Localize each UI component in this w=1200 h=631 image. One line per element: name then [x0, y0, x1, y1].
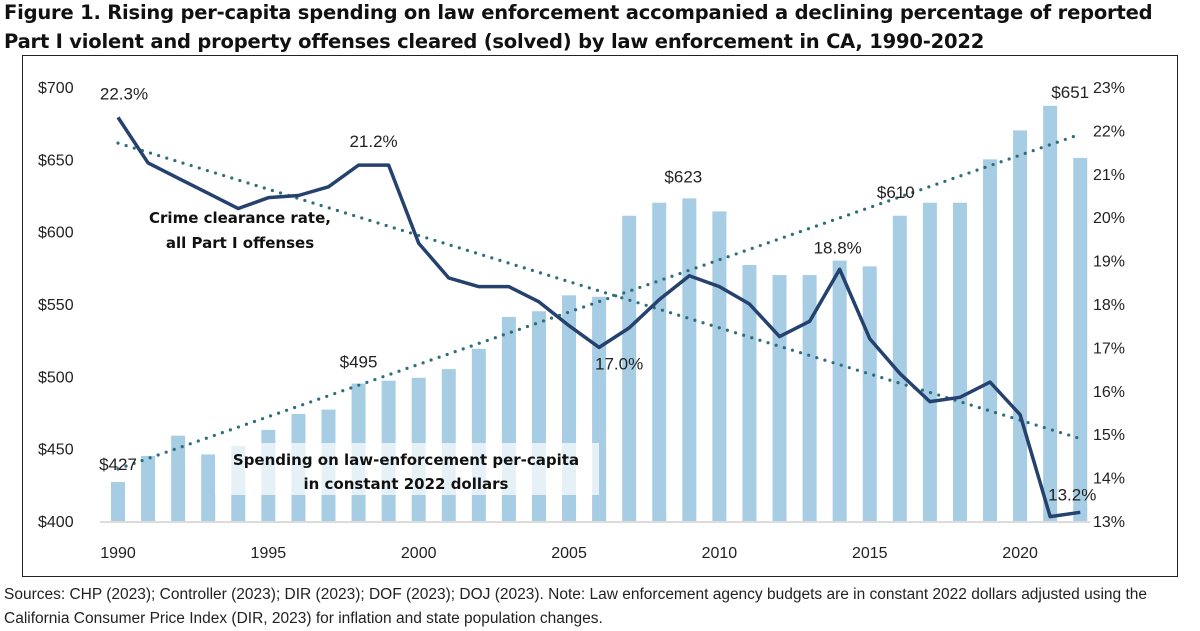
bar-2008 — [652, 202, 667, 521]
data-label-1990: 22.3% — [100, 84, 148, 103]
data-label-1990: $427 — [99, 455, 137, 474]
bar-2021 — [1043, 105, 1058, 521]
line-annotation-2: all Part I offenses — [166, 234, 314, 252]
bar-2012 — [772, 275, 787, 521]
x-tick-label: 1995 — [251, 545, 287, 562]
right-tick-label: 22% — [1093, 123, 1125, 140]
x-tick-label: 2020 — [1002, 545, 1038, 562]
x-tick-label: 2015 — [852, 545, 888, 562]
x-tick-label: 2005 — [551, 545, 587, 562]
data-label-2009: $623 — [664, 167, 702, 186]
bar-2020 — [1013, 130, 1028, 521]
bar-1992 — [171, 435, 186, 521]
right-tick-label: 13% — [1093, 514, 1125, 531]
sources-note: Sources: CHP (2023); Controller (2023); … — [4, 586, 1148, 627]
chart-frame — [22, 55, 1178, 577]
data-label-2014: 18.8% — [814, 238, 862, 257]
bar-2013 — [802, 275, 817, 521]
left-tick-label: $400 — [38, 514, 74, 531]
right-tick-label: 23% — [1093, 80, 1125, 97]
data-label-2022: $651 — [1051, 83, 1089, 102]
x-tick-label: 1990 — [100, 545, 136, 562]
x-tick-label: 2010 — [702, 545, 738, 562]
right-tick-label: 19% — [1093, 254, 1125, 271]
data-label-1998: 21.2% — [349, 132, 397, 151]
bar-2010 — [712, 211, 727, 521]
figure-title: Figure 1. Rising per-capita spending on … — [4, 1, 1153, 53]
bar-2015 — [862, 266, 877, 521]
data-label-2006: 17.0% — [595, 354, 643, 373]
right-tick-label: 14% — [1093, 471, 1125, 488]
spending-trendline — [116, 132, 1082, 471]
bar-2014 — [832, 260, 847, 521]
bar-2019 — [983, 159, 998, 522]
bar-2002 — [471, 348, 486, 521]
data-label-1998: $495 — [340, 353, 378, 372]
bar-1991 — [141, 455, 156, 521]
combo-chart: $400 $450 $500 $550 $600 $650 $700 13% 14% 15% 16%… — [38, 80, 1125, 562]
x-tick-label: 2000 — [401, 545, 437, 562]
left-tick-label: $700 — [38, 80, 74, 97]
left-tick-label: $650 — [38, 152, 74, 169]
bar-2007 — [622, 215, 637, 521]
bar-2018 — [952, 202, 967, 521]
bar-1990 — [111, 481, 125, 521]
clearance-rate-line — [116, 116, 1081, 519]
data-label-2022: 13.2% — [1048, 485, 1096, 504]
right-tick-label: 15% — [1093, 427, 1125, 444]
right-tick-label: 17% — [1093, 340, 1125, 357]
bar-2022 — [1073, 157, 1088, 522]
right-tick-label: 18% — [1093, 297, 1125, 314]
bar-2017 — [922, 202, 937, 521]
left-tick-label: $450 — [38, 442, 74, 459]
left-tick-label: $550 — [38, 297, 74, 314]
bar-2009 — [682, 198, 697, 522]
left-tick-label: $500 — [38, 369, 74, 386]
bar-annotation-1: Spending on law-enforcement per-capita — [233, 451, 579, 469]
right-tick-label: 16% — [1093, 384, 1125, 401]
bar-annotation-box — [215, 443, 599, 495]
bar-annotation-2: in constant 2022 dollars — [304, 475, 509, 493]
bar-2011 — [742, 264, 757, 521]
right-tick-label: 21% — [1093, 167, 1125, 184]
line-annotation-1: Crime clearance rate, — [149, 209, 331, 227]
data-label-2016: $610 — [877, 183, 915, 202]
bar-2016 — [892, 215, 907, 521]
left-tick-label: $600 — [38, 225, 74, 242]
bar-1993 — [201, 454, 216, 521]
right-tick-label: 20% — [1093, 210, 1125, 227]
